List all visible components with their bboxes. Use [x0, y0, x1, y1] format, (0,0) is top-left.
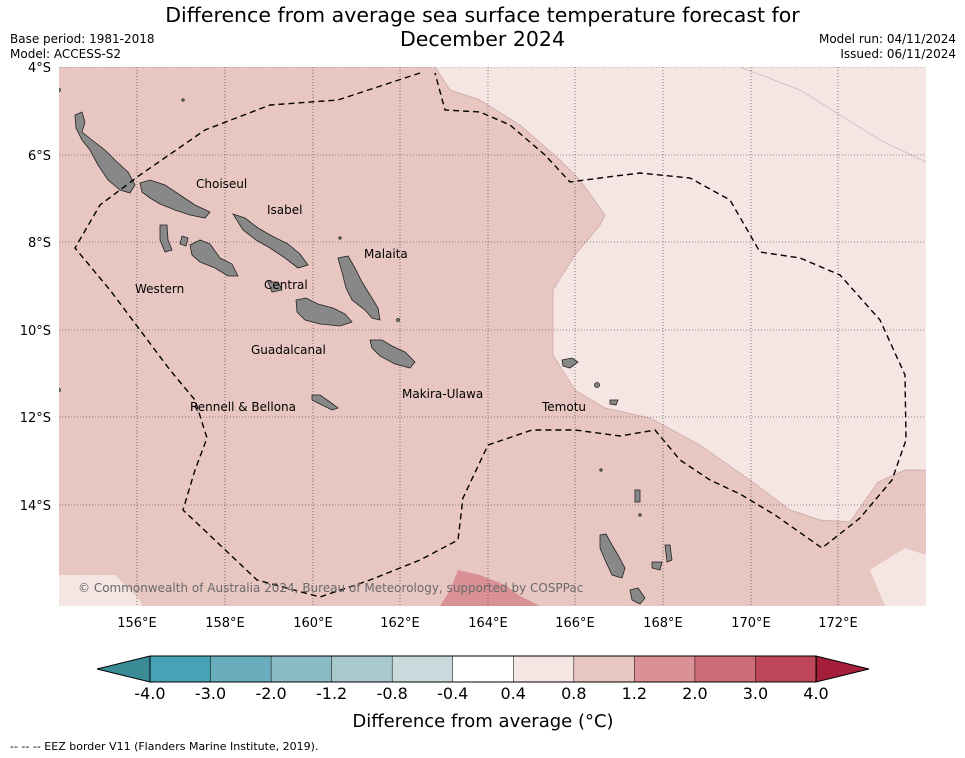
title-line-2: December 2024 [400, 27, 565, 51]
longitude-labels: 156°E 158°E 160°E 162°E 164°E 166°E 168°… [117, 616, 858, 631]
lon-label: 158°E [205, 616, 245, 631]
colorbar-tick-label: 0.8 [561, 684, 586, 703]
latitude-labels: 4°S 6°S 8°S 10°S 12°S 14°S [20, 61, 51, 514]
colorbar-segment [513, 655, 575, 683]
anomaly-fill-0-4-0-8 [435, 67, 926, 522]
colorbar-tick-label: 4.0 [803, 684, 828, 703]
colorbar-tick-label: -2.0 [255, 684, 286, 703]
lon-label: 160°E [293, 616, 333, 631]
map-area: Choiseul Isabel Malaita Western Central … [59, 67, 926, 606]
model-name: Model: ACCESS-S2 [10, 47, 122, 61]
label-western: Western [135, 282, 184, 296]
base-period: Base period: 1981-2018 [10, 32, 155, 46]
colorbar-segment [755, 655, 817, 683]
colorbar-segment [573, 655, 636, 683]
lat-label: 6°S [28, 149, 51, 164]
colorbar-tick-label: 3.0 [743, 684, 768, 703]
anomaly-fill-0-4-0-8-southeast [870, 548, 926, 606]
colorbar-segment [694, 655, 757, 683]
eez-border [74, 72, 907, 598]
label-rennell-bellona: Rennell & Bellona [190, 400, 296, 414]
colorbar-segment [270, 655, 333, 683]
issued-date: Issued: 06/11/2024 [840, 47, 956, 61]
lat-label: 14°S [20, 499, 51, 514]
colorbar-high-extension [815, 655, 870, 683]
label-makira-ulawa: Makira-Ulawa [402, 387, 483, 401]
label-choiseul: Choiseul [196, 177, 247, 191]
colorbar-segment [149, 655, 212, 683]
colorbar-segment [634, 655, 696, 683]
lon-label: 166°E [555, 616, 595, 631]
map-title: Difference from average sea surface temp… [0, 3, 965, 51]
colorbar-tick-labels: -4.0 -3.0 -2.0 -1.2 -0.8 -0.4 0.4 0.8 1.2 2.0 3.0 4… [134, 684, 828, 703]
model-run: Model run: 04/11/2024 [818, 32, 956, 46]
eez-footnote: -- -- -- EEZ border V11 (Flanders Marine… [10, 740, 319, 753]
region-labels: Choiseul Isabel Malaita Western Central … [135, 177, 586, 414]
colorbar-segment [452, 655, 515, 683]
meta-left: Base period: 1981-2018 Model: ACCESS-S2 [10, 32, 155, 62]
colorbar-segment [391, 655, 454, 683]
anomaly-fill-1-2-2-0 [440, 570, 540, 606]
land-islands [59, 88, 673, 605]
colorbar-frame [149, 655, 817, 683]
lat-label: 4°S [28, 61, 51, 76]
colorbar-tick-label: 2.0 [682, 684, 707, 703]
colorbar-tick-label: -0.4 [437, 684, 468, 703]
colorbar-tick-label: 1.2 [622, 684, 647, 703]
label-temotu: Temotu [541, 400, 586, 414]
colorbar-tick-label: -3.0 [195, 684, 226, 703]
colorbar: -4.0 -3.0 -2.0 -1.2 -0.8 -0.4 0.4 0.8 1.2 2.0 3.0 4… [96, 655, 870, 732]
colorbar-segment [331, 655, 393, 683]
colorbar-tick-label: -4.0 [134, 684, 165, 703]
lon-label: 162°E [380, 616, 420, 631]
lat-label: 10°S [20, 324, 51, 339]
meta-right: Model run: 04/11/2024 Issued: 06/11/2024 [819, 32, 956, 62]
colorbar-label: Difference from average (°C) [352, 711, 613, 732]
contour-line-0-4 [434, 67, 926, 523]
lon-label: 172°E [818, 616, 858, 631]
contour-line-north [739, 67, 926, 163]
lon-label: 170°E [731, 616, 771, 631]
label-malaita: Malaita [364, 247, 408, 261]
colorbar-tick-label: -1.2 [316, 684, 347, 703]
label-isabel: Isabel [267, 203, 302, 217]
label-central: Central [264, 278, 308, 292]
colorbar-segment [210, 655, 272, 683]
label-guadalcanal: Guadalcanal [251, 343, 326, 357]
lon-label: 156°E [117, 616, 157, 631]
lat-label: 12°S [20, 411, 51, 426]
copyright-text: © Commonwealth of Australia 2024, Bureau… [78, 581, 583, 595]
lat-label: 8°S [28, 236, 51, 251]
colorbar-segments [149, 655, 817, 683]
colorbar-tick-label: -0.8 [377, 684, 408, 703]
lon-label: 164°E [468, 616, 508, 631]
anomaly-fill-0-4-0-8-southwest [59, 575, 142, 606]
lon-label: 168°E [643, 616, 683, 631]
title-line-1: Difference from average sea surface temp… [165, 3, 800, 27]
colorbar-tick-label: 0.4 [501, 684, 526, 703]
colorbar-low-extension [96, 655, 151, 683]
